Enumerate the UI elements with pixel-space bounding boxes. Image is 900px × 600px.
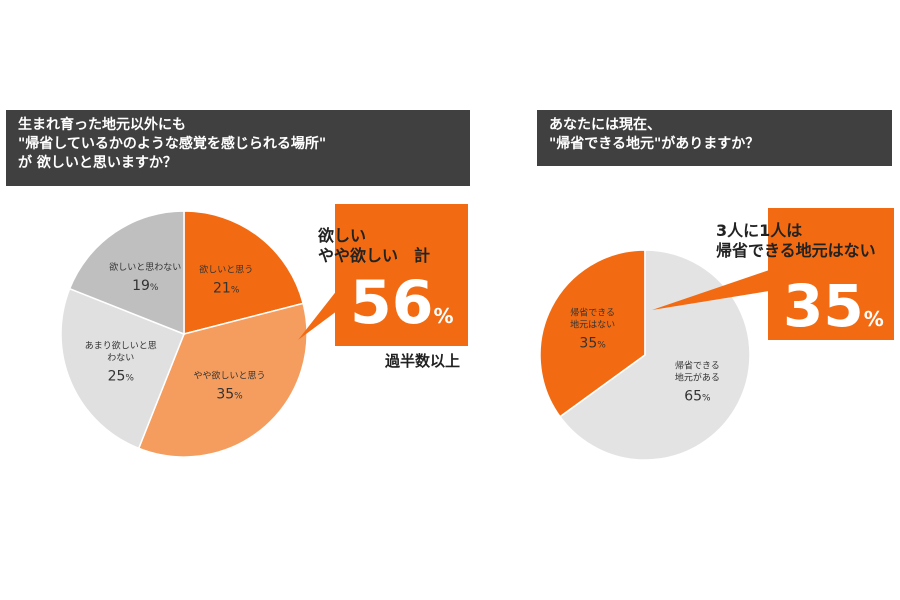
pie2-slice-1 [559, 249, 751, 461]
pie2-slice-0-value: 35% [579, 335, 606, 351]
pie2-slice-0 [539, 249, 646, 418]
pie1-slice-1 [137, 302, 308, 458]
question-1-line-2: "帰省しているかのような感覚を感じられる場所" [18, 136, 327, 152]
pie1-slice-3-label-0: 欲しいと思わない [109, 261, 181, 273]
pie1-slice-2-label-0: あまり欲しいと思 [85, 339, 157, 351]
pie1-slice-3 [68, 210, 185, 336]
callout-1-number: 56 [350, 268, 434, 338]
pie1-slice-1-value: 35% [216, 387, 243, 403]
pie1-slice-1-label-0: やや欲しいと思う [194, 370, 266, 382]
pie2-slice-1-label-1: 地元がある [675, 372, 720, 384]
callout-2-unit: % [863, 307, 884, 331]
pie1-slice-3-value: 19% [132, 278, 159, 294]
callout-2-heading: 3人に1人は 帰省できる地元はない [716, 221, 896, 261]
pie2-slice-0-label-0: 帰省できる [570, 306, 615, 318]
question-2-line-1: あなたには現在、 [549, 117, 661, 133]
callout-1-heading-line-2: やや欲しい 計 [318, 246, 431, 265]
callout-1-pointer [298, 280, 345, 340]
pie1-slice-2-label-1: わない [107, 352, 134, 363]
callout-shapes [298, 204, 894, 346]
callout-2-heading-line-1: 3人に1人は [716, 221, 803, 240]
callout-1-box [335, 204, 468, 346]
pie2-slice-1-value: 65% [684, 389, 711, 405]
pie2-slice-1-label-0: 帰省できる [675, 360, 720, 372]
callout-2-box [768, 208, 894, 340]
pie1-slice-0 [183, 210, 305, 335]
question-2-line-2: "帰省できる地元"がありますか？ [549, 136, 760, 152]
question-1-line-3: が 欲しいと思いますか？ [18, 155, 177, 171]
pie1-slice-0-label-0: 欲しいと思う [199, 264, 253, 276]
callout-1-note: 過半数以上 [385, 352, 461, 370]
callout-1-value: 56% [350, 268, 454, 351]
callout-2-number: 35 [783, 272, 864, 340]
callout-1-unit: % [433, 304, 454, 328]
question-1-line-1: 生まれ育った地元以外にも [18, 117, 186, 133]
callout-1-heading: 欲しい やや欲しい 計 [318, 226, 468, 266]
question-box-2: あなたには現在、 "帰省できる地元"がありますか？ [537, 110, 892, 166]
pie1-slice-0-value: 21% [213, 281, 240, 297]
question-box-1: 生まれ育った地元以外にも "帰省しているかのような感覚を感じられる場所" が 欲… [6, 110, 470, 186]
callout-2-heading-line-2: 帰省できる地元はない [716, 241, 876, 260]
pie1-slice-2 [60, 287, 185, 450]
pie2-slice-0-label-1: 地元はない [570, 318, 615, 330]
callout-1-heading-line-1: 欲しい [318, 226, 367, 245]
callout-2-value: 35% [783, 272, 884, 353]
pie1-slice-2-value: 25% [108, 368, 135, 384]
callout-2-pointer [652, 268, 775, 310]
